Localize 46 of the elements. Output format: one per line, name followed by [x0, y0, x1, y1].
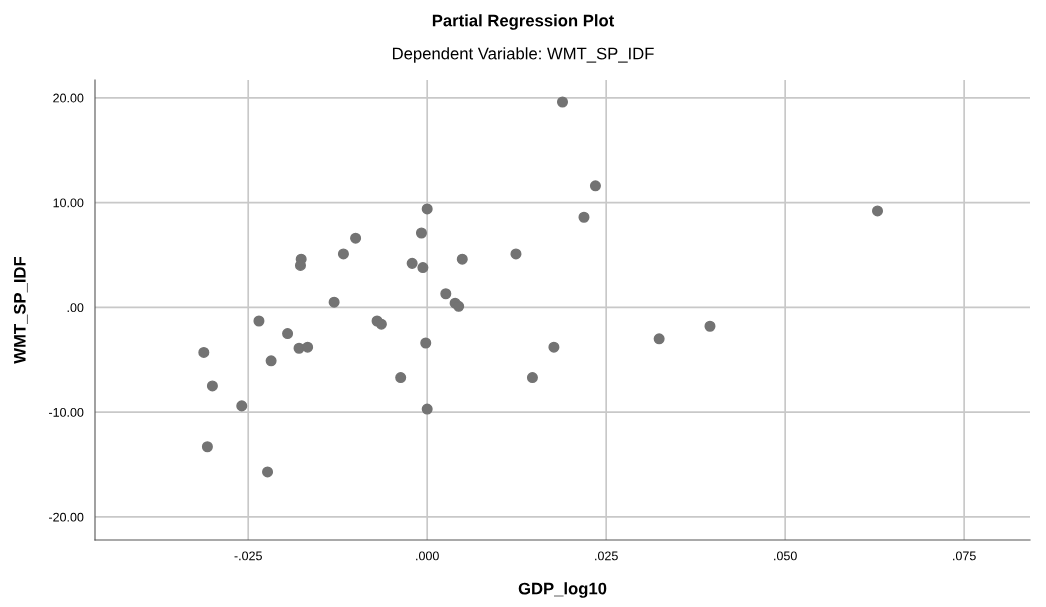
point: [589, 180, 601, 192]
point: [201, 441, 213, 453]
point: [236, 400, 248, 412]
point: [282, 328, 294, 340]
x-tick-label: .050: [774, 551, 797, 561]
point: [704, 320, 716, 332]
point: [262, 466, 274, 478]
point: [206, 380, 218, 392]
point: [415, 227, 427, 239]
x-tick-label: .000: [416, 551, 439, 561]
x-tick-label: .025: [595, 551, 618, 561]
point: [395, 372, 407, 384]
point: [302, 341, 314, 353]
y-tick-label: 10.00: [53, 198, 84, 208]
point: [456, 253, 468, 265]
point: [328, 296, 340, 308]
y-tick-label: 20.00: [53, 93, 84, 103]
y-tick-label: -10.00: [49, 407, 84, 417]
point: [421, 403, 433, 415]
point: [350, 232, 362, 244]
point: [421, 203, 433, 215]
point: [417, 262, 429, 274]
chart-subtitle: Dependent Variable: WMT_SP_IDF: [392, 47, 654, 63]
point: [578, 211, 590, 223]
point: [548, 341, 560, 353]
point: [440, 288, 452, 300]
point: [253, 315, 265, 327]
y-tick-label: .00: [67, 303, 84, 313]
point: [265, 355, 277, 367]
chart-title: Partial Regression Plot: [432, 14, 615, 30]
point: [375, 318, 387, 330]
point: [526, 372, 538, 384]
point: [453, 300, 465, 312]
point: [198, 346, 210, 358]
x-tick-label: -.025: [234, 551, 262, 561]
point: [420, 337, 432, 349]
point: [653, 333, 665, 345]
y-axis-title: WMT_SP_IDF: [13, 256, 28, 364]
point: [337, 248, 349, 260]
x-tick-label: .075: [953, 551, 976, 561]
point: [510, 248, 522, 260]
y-tick-label: -20.00: [49, 512, 84, 522]
point: [872, 205, 884, 217]
point: [406, 257, 418, 269]
point: [556, 96, 569, 108]
x-axis-title: GDP_log10: [518, 582, 607, 598]
